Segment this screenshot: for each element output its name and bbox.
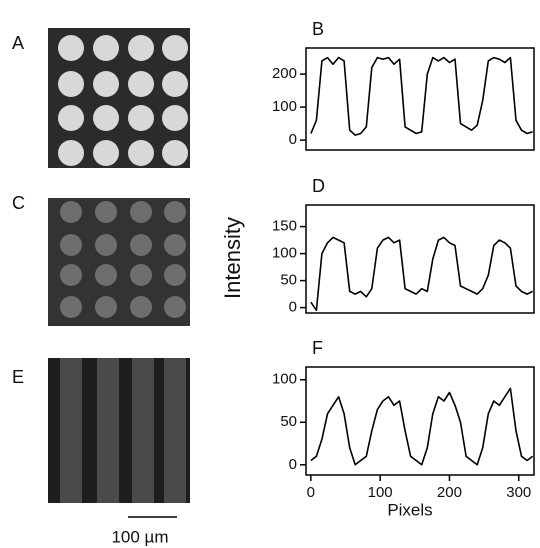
panel-label: D <box>312 176 325 196</box>
stripe <box>97 358 119 503</box>
y-axis-label: Intensity <box>220 217 245 299</box>
y-tick-label: 0 <box>289 131 297 148</box>
panel-label: E <box>12 367 24 387</box>
stripe <box>60 358 82 503</box>
spot <box>128 140 154 166</box>
x-tick-label: 200 <box>437 484 462 501</box>
y-tick-label: 50 <box>280 272 297 289</box>
spot <box>130 296 152 318</box>
spot <box>162 140 188 166</box>
plot-frame <box>305 204 535 314</box>
spot <box>162 105 188 131</box>
spot <box>93 71 119 97</box>
intensity-line <box>310 56 533 136</box>
spot <box>128 71 154 97</box>
spot <box>130 234 152 256</box>
spot <box>128 35 154 61</box>
y-tick-label: 0 <box>289 299 297 316</box>
spot <box>93 140 119 166</box>
y-tick-label: 0 <box>289 456 297 473</box>
stripe <box>164 358 186 503</box>
spot <box>95 296 117 318</box>
stripe <box>132 358 154 503</box>
spot <box>60 234 82 256</box>
y-tick-label: 100 <box>272 371 297 388</box>
panel-label: C <box>12 193 25 213</box>
panel-label: B <box>312 19 324 39</box>
intensity-line <box>310 236 533 312</box>
spot <box>130 201 152 223</box>
plot-frame <box>305 47 535 151</box>
spot <box>60 264 82 286</box>
spot <box>164 201 186 223</box>
y-tick-label: 50 <box>280 413 297 430</box>
x-tick-label: 0 <box>307 484 315 501</box>
spot <box>60 296 82 318</box>
spot <box>162 71 188 97</box>
micrographs <box>48 28 190 503</box>
spot <box>162 35 188 61</box>
intensity-line <box>310 387 534 466</box>
spot <box>58 35 84 61</box>
spot <box>130 264 152 286</box>
spot <box>58 71 84 97</box>
x-tick-label: 100 <box>368 484 393 501</box>
spot <box>128 105 154 131</box>
spot <box>60 201 82 223</box>
spot <box>58 140 84 166</box>
panel-label: F <box>312 338 323 358</box>
scale-bar-label: 100 µm <box>111 527 168 546</box>
spot <box>164 296 186 318</box>
y-tick-label: 150 <box>272 218 297 235</box>
panel-label: A <box>12 33 24 53</box>
y-tick-label: 100 <box>272 245 297 262</box>
x-tick-label: 300 <box>506 484 531 501</box>
x-axis-label: Pixels <box>387 500 432 519</box>
y-tick-label: 100 <box>272 98 297 115</box>
spot <box>164 264 186 286</box>
plot-frame <box>305 366 535 476</box>
spot <box>95 234 117 256</box>
spot <box>58 105 84 131</box>
spot <box>93 35 119 61</box>
spot <box>164 234 186 256</box>
spot <box>95 201 117 223</box>
spot <box>95 264 117 286</box>
spot <box>93 105 119 131</box>
y-tick-label: 200 <box>272 65 297 82</box>
